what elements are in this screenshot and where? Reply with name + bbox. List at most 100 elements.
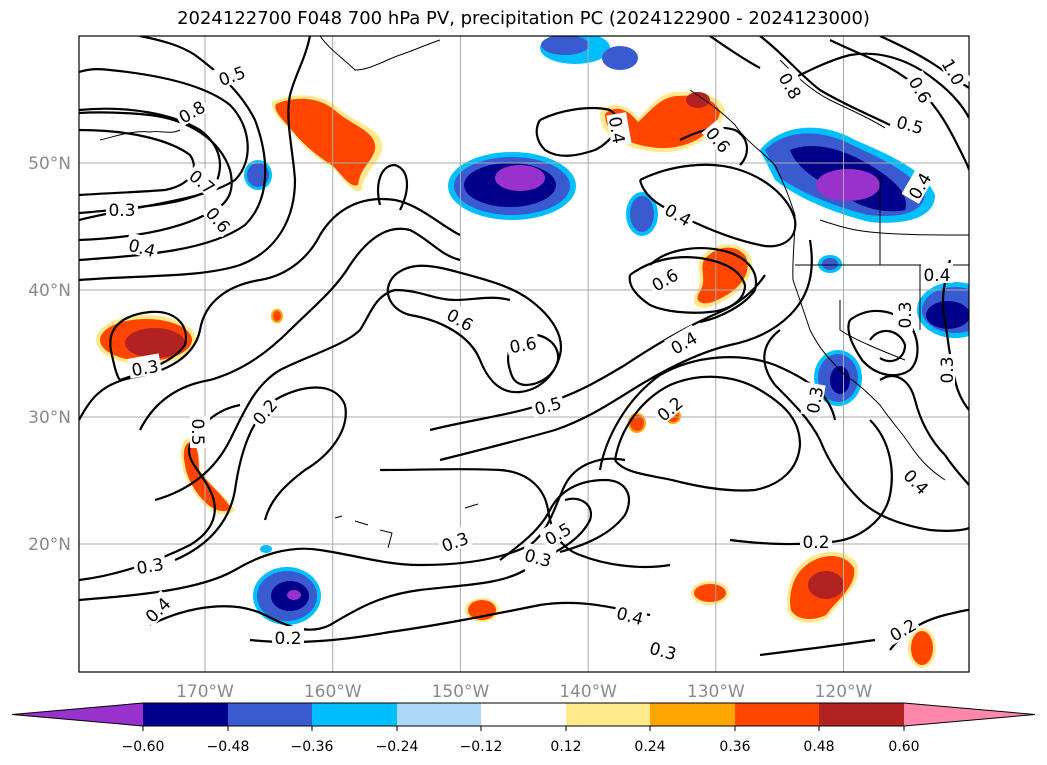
contour-label-bg (538, 515, 576, 549)
contour-label-bg (520, 542, 557, 570)
contour-label-bg (660, 196, 698, 230)
neg-blob-socal (814, 350, 862, 406)
contour-label-bg (505, 330, 541, 356)
lon-label: 170°W (176, 682, 234, 702)
lon-label: 160°W (304, 682, 362, 702)
contour-label-bg (921, 263, 953, 283)
precipitation-shading (96, 36, 969, 668)
lon-label: 150°W (432, 682, 490, 702)
contour-label-bg (645, 635, 682, 663)
colorbar-segment (143, 703, 228, 726)
colorbar-segment (735, 703, 819, 726)
contour-label: 0.5 (187, 418, 207, 445)
colorbar-extend-min (12, 703, 143, 726)
pos-blob-small-c (908, 628, 936, 668)
colorbar-segment (650, 703, 735, 726)
colorbar-tick-label: −0.48 (207, 739, 250, 755)
contour-label-bg (800, 530, 832, 550)
contour-label: 0.2 (802, 533, 829, 553)
colorbar-tick-label: 0.12 (550, 739, 581, 755)
contour-label-bg (190, 416, 210, 448)
lon-label: 120°W (815, 682, 873, 702)
colorbar-tick-label: 0.36 (719, 739, 750, 755)
contour-label-bg (800, 382, 826, 418)
colorbar-extend-max (904, 703, 1035, 726)
contour-label-bg (245, 392, 282, 430)
neg-blob-small-2 (626, 192, 658, 236)
pos-blob-west (96, 315, 196, 365)
colorbar-tick-label: −0.60 (122, 739, 165, 755)
lon-label: 130°W (687, 682, 745, 702)
pos-blob-small-b (691, 581, 729, 605)
contour-label-bg (138, 590, 175, 627)
contour-label-bg (132, 551, 168, 577)
lat-label: 40°N (28, 281, 71, 301)
contour-label-bg (442, 301, 480, 335)
contour-label-bg (184, 162, 222, 199)
neg-blob-north-edge (540, 36, 638, 70)
contour-label-bg (106, 198, 138, 218)
contour-label-bg (529, 390, 566, 418)
colorbar: −0.60 −0.48 −0.36 −0.24 −0.12 0.12 0.24 0.36 0.4… (11, 702, 1036, 755)
map-title: 2024122700 F048 700 hPa PV, precipitatio… (177, 8, 870, 29)
neg-blob-small-1 (244, 160, 272, 190)
contour-label-bg (905, 70, 939, 108)
contour-label-bg (938, 52, 972, 90)
contour-label: 0.3 (108, 201, 135, 221)
contour-label: 0.3 (135, 555, 165, 579)
colorbar-tick-label: −0.12 (460, 739, 503, 755)
contour-label-bg (935, 354, 955, 386)
colorbar-segment (397, 703, 481, 726)
contour-label: 0.3 (938, 356, 958, 383)
pos-blob-south-west (180, 439, 235, 515)
contour-label: 0.3 (804, 385, 828, 415)
colorbar-tick-label: 0.60 (888, 739, 919, 755)
colorbar-tick-label: −0.24 (376, 739, 419, 755)
contour-label: 0.2 (274, 629, 301, 649)
contour-label-bg (701, 120, 738, 158)
contour-label-bg (650, 389, 688, 426)
colorbar-segment (228, 703, 312, 726)
lat-label: 20°N (28, 535, 71, 555)
neg-blob-small-3 (818, 255, 842, 273)
map-frame (78, 35, 970, 673)
contour-label-bg (172, 93, 210, 127)
neg-blob-south (253, 567, 321, 625)
colorbar-tick-label: −0.36 (291, 739, 334, 755)
contour-label: 0.3 (130, 357, 160, 381)
contour-label-bg (899, 462, 936, 499)
colorbar-segment (566, 703, 650, 726)
contour-label-bg (892, 109, 929, 137)
colorbar-segment (819, 703, 904, 726)
colorbar-segment (481, 703, 566, 726)
longitude-labels: 170°W 160°W 150°W 140°W 130°W 120°W (176, 682, 872, 702)
lat-label: 50°N (28, 154, 71, 174)
contour-label-bg (901, 166, 935, 204)
colorbar-segment (312, 703, 397, 726)
contour-label-bg (272, 626, 304, 646)
lon-label: 140°W (559, 682, 617, 702)
colorbar-tick-label: 0.48 (803, 739, 834, 755)
neg-blob-pnw (760, 127, 935, 223)
contour-label: 0.4 (923, 266, 950, 286)
contour-label-bg (645, 261, 683, 295)
neg-blob-tiny (260, 545, 272, 553)
contour-label-bg (775, 66, 809, 104)
contour-label-bg (612, 600, 649, 628)
pos-blob-south-east (787, 551, 859, 623)
contour-label-bg (893, 299, 913, 331)
latitude-labels: 50°N 40°N 30°N 20°N (28, 154, 71, 555)
contour-label-bg (664, 324, 702, 358)
contour-label-bg (883, 611, 921, 645)
contour-label: 0.6 (508, 334, 538, 358)
contour-label-bg (606, 112, 632, 148)
contour-label: 0.3 (896, 301, 916, 328)
contour-label-bg (124, 232, 161, 260)
pos-blob-nw (271, 95, 383, 191)
lat-label: 30°N (28, 408, 71, 428)
neg-blob-central-north (448, 152, 576, 220)
contour-label: 0.4 (604, 115, 628, 145)
contour-label-bg (435, 525, 473, 555)
contour-label-bg (127, 353, 163, 379)
